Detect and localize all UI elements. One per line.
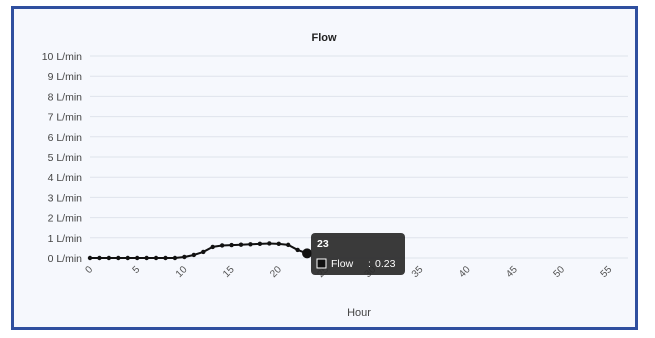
chart-title: Flow [311,32,336,44]
data-point[interactable] [134,255,140,261]
x-tick-label: 0 [83,264,95,276]
data-point[interactable] [210,244,215,250]
data-point[interactable] [248,242,253,247]
x-tick-label: 40 [457,264,473,280]
data-point[interactable] [116,255,121,261]
tooltip: 23 Flow : 0.23 [311,233,405,275]
data-point[interactable] [267,241,272,246]
y-tick-label: 8 L/min [48,91,83,103]
chart-frame [11,6,638,330]
y-tick-label: 2 L/min [48,213,83,225]
x-tick-label: 20 [268,264,284,280]
y-tick-label: 1 L/min [48,233,83,245]
data-point[interactable] [191,252,197,258]
y-tick-label: 0 L/min [48,253,83,265]
data-point[interactable] [87,255,93,261]
x-tick-label: 50 [551,264,567,280]
data-point[interactable] [201,249,206,255]
data-point[interactable] [97,255,102,261]
data-point[interactable] [219,243,225,248]
y-tick-label: 9 L/min [48,71,83,83]
data-point[interactable] [125,255,130,261]
tooltip-swatch [316,258,327,269]
data-point[interactable] [295,247,300,253]
y-tick-label: 4 L/min [48,172,83,184]
data-point[interactable] [106,255,112,261]
data-point-active[interactable] [302,248,313,259]
y-tick-label: 3 L/min [48,192,83,204]
y-tick-label: 5 L/min [48,152,83,164]
tooltip-title: 23 [317,238,329,250]
x-tick-label: 10 [174,264,190,280]
data-point[interactable] [229,242,234,248]
tooltip-separator: : [368,258,371,270]
x-tick-label: 35 [410,264,426,280]
data-point[interactable] [153,255,159,261]
tooltip-value: 0.23 [375,258,396,270]
data-point[interactable] [286,242,291,248]
series-line-flow [90,242,308,259]
y-tick-label: 10 L/min [42,51,82,63]
data-point[interactable] [238,242,244,247]
y-tick-label: 6 L/min [48,132,83,144]
data-point[interactable] [257,241,263,247]
data-point[interactable] [182,254,187,260]
data-point[interactable] [172,255,178,261]
tooltip-series-name: Flow [331,258,354,270]
x-tick-label: 55 [599,264,615,280]
series-points-flow[interactable] [87,241,313,261]
x-tick-label: 15 [221,264,237,280]
data-point[interactable] [163,255,168,261]
x-axis-label: Hour [347,307,371,319]
tooltip-box [311,233,405,275]
data-point[interactable] [144,255,149,261]
x-tick-label: 5 [131,264,143,276]
data-point[interactable] [276,241,281,247]
grid-lines [90,55,628,259]
y-tick-label: 7 L/min [48,112,83,124]
x-tick-label: 45 [504,264,520,280]
y-axis-ticks: 0 L/min 1 L/min 2 L/min 3 L/min 4 L/min 5 L/m… [42,51,82,265]
